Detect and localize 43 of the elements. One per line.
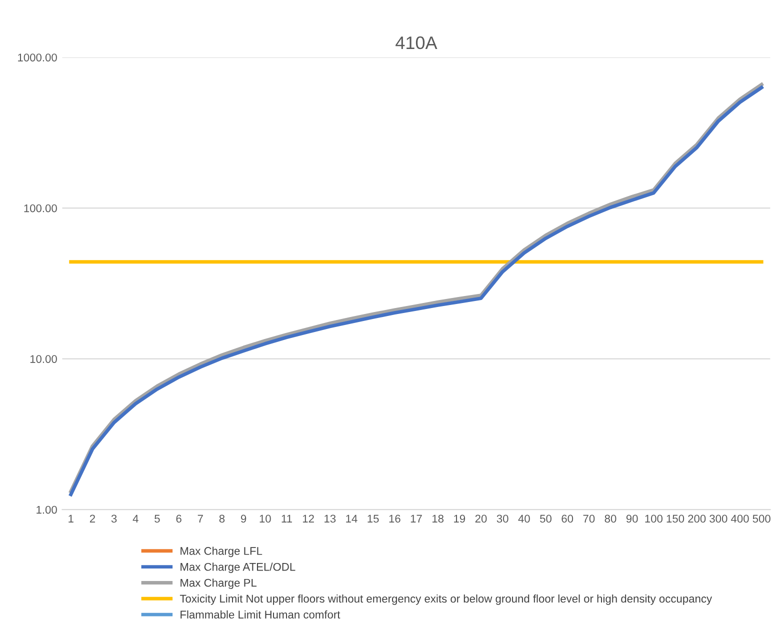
x-tick-label: 70 [583,514,595,523]
x-tick-label: 11 [282,514,292,523]
x-tick-label: 16 [389,514,400,523]
x-tick-label: 8 [219,514,225,523]
x-tick-label: 300 [710,514,728,523]
x-tick-label: 13 [324,514,336,523]
legend-label: Flammable Limit Human comfort [180,610,340,619]
x-tick-label: 10 [260,514,271,523]
x-tick-label: 6 [176,514,182,523]
x-tick-label: 19 [454,514,466,523]
x-tick-label: 3 [111,514,117,523]
legend-label: Max Charge ATEL/ODL [180,562,296,574]
x-tick-label: 4 [132,514,138,523]
x-tick-label: 50 [540,514,552,523]
x-tick-label: 30 [496,514,508,523]
y-tick-label: 1.00 [36,506,57,514]
x-tick-label: 150 [666,514,684,523]
x-tick-label: 2 [90,514,95,523]
x-tick-label: 5 [154,514,160,523]
y-tick-label: 10.00 [30,355,57,363]
x-tick-label: 15 [368,514,379,523]
x-tick-label: 80 [604,514,616,523]
x-tick-label: 18 [432,514,444,523]
legend-label: Toxicity Limit Not upper floors without emergency exits or below ground floor level or high density occupancy [180,594,712,605]
x-tick-label: 500 [752,514,770,523]
y-tick-label: 1000.00 [18,54,57,62]
x-tick-label: 400 [730,514,749,523]
x-tick-label: 20 [475,514,487,523]
x-tick-label: 17 [410,514,422,523]
x-tick-label: 100 [645,514,662,523]
x-tick-label: 12 [302,514,314,523]
legend-label: Max Charge PL [180,578,257,589]
x-tick-label: 200 [688,514,706,523]
x-tick-label: 9 [240,514,246,523]
x-tick-label: 40 [518,514,530,523]
x-tick-label: 14 [346,514,358,523]
chart-title: 410A [396,36,438,50]
x-tick-label: 60 [562,514,574,523]
x-tick-label: 1 [68,514,74,523]
x-tick-label: 7 [198,514,203,523]
legend-label: Max Charge LFL [180,546,262,558]
y-tick-label: 100.00 [24,204,57,212]
x-tick-label: 90 [626,514,638,523]
